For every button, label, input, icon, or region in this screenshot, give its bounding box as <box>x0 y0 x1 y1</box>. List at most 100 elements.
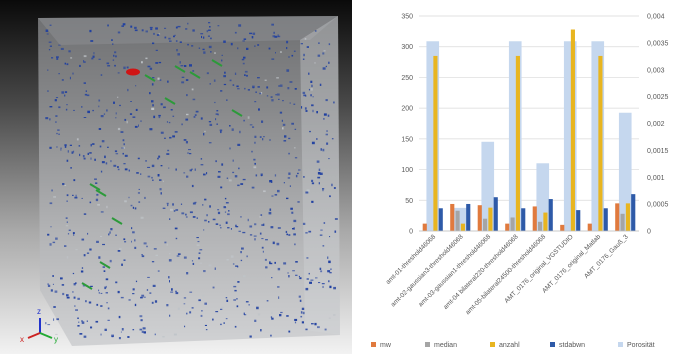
pore-voxel <box>192 262 195 265</box>
pore-voxel <box>89 29 92 33</box>
y2-tick-label: 0,0005 <box>647 202 669 209</box>
pore-voxel <box>283 182 285 184</box>
pore-voxel <box>169 218 171 220</box>
pore-voxel <box>171 288 173 291</box>
pore-voxel <box>66 256 69 259</box>
pore-voxel <box>325 65 327 68</box>
pore-voxel <box>175 237 178 240</box>
pore-voxel <box>141 294 145 297</box>
pore-voxel <box>191 168 193 170</box>
bar-stdabwn <box>438 208 443 231</box>
pore-voxel <box>160 131 164 134</box>
pore-voxel <box>139 328 143 331</box>
pore-voxel <box>294 243 296 246</box>
pore-voxel <box>198 47 201 49</box>
pore-voxel <box>135 108 138 111</box>
pore-voxel <box>151 301 154 304</box>
pore-voxel <box>141 61 143 64</box>
pore-voxel <box>164 241 167 244</box>
pore-voxel <box>134 29 138 32</box>
pore-voxel <box>208 121 212 123</box>
pore-voxel <box>96 303 99 306</box>
pore-voxel <box>55 237 58 240</box>
pore-voxel <box>106 302 108 304</box>
pore-voxel <box>223 83 227 86</box>
pore-voxel <box>214 52 216 54</box>
volume-render-viewport[interactable]: z x y <box>0 0 352 354</box>
pore-voxel <box>60 47 64 50</box>
pore-voxel <box>319 267 322 270</box>
pore-voxel <box>53 306 56 308</box>
legend-swatch <box>425 342 430 347</box>
pore-voxel <box>264 79 267 81</box>
pore-voxel <box>78 321 80 323</box>
pore-voxel <box>117 31 121 34</box>
pore-voxel <box>92 109 94 112</box>
pore-voxel <box>155 27 158 30</box>
pore-voxel <box>305 95 307 97</box>
pore-voxel <box>134 207 137 210</box>
pore-voxel <box>228 210 230 212</box>
pore-voxel <box>109 231 111 234</box>
pore-voxel <box>52 283 54 285</box>
y-axis-right-ticks: 0 0,0005 0,001 0,0015 0,002 0,0025 0,003 0,0035… <box>647 14 669 236</box>
pore-voxel <box>71 151 74 154</box>
pore-voxel <box>329 195 331 198</box>
pore-voxel <box>293 219 297 223</box>
pore-voxel <box>95 182 98 184</box>
pore-voxel <box>215 223 219 225</box>
pore-voxel <box>49 24 52 26</box>
pore-voxel <box>85 300 87 303</box>
pore-voxel <box>319 234 323 236</box>
pore-voxel <box>183 303 186 305</box>
pore-voxel <box>239 130 241 134</box>
pore-voxel <box>333 101 335 104</box>
pore-voxel <box>181 81 185 84</box>
pore-voxel <box>334 218 338 220</box>
pore-voxel <box>316 138 318 140</box>
pore-voxel <box>83 55 87 58</box>
pore-voxel <box>185 216 188 218</box>
y2-tick-label: 0,001 <box>647 175 665 182</box>
pore-voxel <box>70 57 73 59</box>
pore-voxel <box>226 99 228 101</box>
pore-voxel <box>169 314 171 317</box>
pore-voxel <box>163 106 166 109</box>
pore-voxel <box>246 47 249 50</box>
pore-voxel <box>166 202 169 205</box>
pore-voxel <box>322 285 324 288</box>
pore-voxel <box>73 109 75 111</box>
pore-voxel <box>225 318 228 320</box>
pore-voxel <box>185 141 188 144</box>
pore-voxel <box>311 104 314 107</box>
pore-voxel <box>66 194 69 197</box>
pore-voxel <box>293 233 296 236</box>
pore-voxel <box>266 95 269 97</box>
pore-voxel <box>105 278 109 281</box>
pore-voxel <box>146 289 149 291</box>
pore-voxel <box>93 52 95 55</box>
pore-voxel <box>115 55 117 58</box>
pore-voxel <box>318 168 321 171</box>
pore-voxel <box>277 35 281 38</box>
y2-tick-label: 0,0015 <box>647 148 669 155</box>
pore-voxel <box>75 309 78 311</box>
pore-voxel <box>49 202 53 205</box>
pore-voxel <box>331 238 334 240</box>
pore-voxel <box>208 29 211 31</box>
pore-voxel <box>305 287 309 291</box>
pore-voxel <box>49 106 53 108</box>
pore-voxel <box>251 186 255 189</box>
pore-voxel <box>66 200 68 202</box>
pore-voxel <box>259 216 261 218</box>
pore-voxel <box>269 208 272 211</box>
pore-voxel <box>288 275 290 278</box>
pore-voxel <box>277 34 279 37</box>
pore-voxel <box>194 201 197 204</box>
pore-voxel <box>220 227 222 229</box>
pore-voxel <box>172 135 175 138</box>
pore-voxel <box>202 294 205 297</box>
pore-voxel <box>123 143 125 146</box>
pore-voxel <box>215 311 219 313</box>
pore-voxel <box>243 38 247 40</box>
